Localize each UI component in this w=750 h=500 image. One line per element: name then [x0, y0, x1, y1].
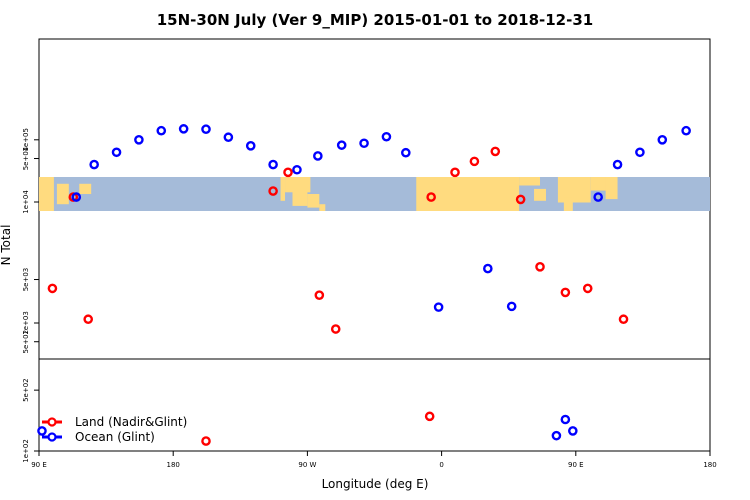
ocean-point-15: [381, 131, 392, 142]
plot-area: [38, 38, 711, 452]
land-point-7: [330, 324, 341, 334]
map-land-2-2: [292, 190, 308, 206]
ocean-point-0: [37, 426, 47, 436]
y-tick-label-middle-1: 1e+03: [22, 311, 30, 335]
ocean-point-24: [612, 159, 623, 170]
map-land-0-1: [56, 183, 69, 205]
chart-title: 15N-30N July (Ver 9_MIP) 2015-01-01 to 2…: [157, 11, 593, 29]
ocean-point-11: [292, 164, 302, 175]
map-land-4-1: [534, 188, 546, 201]
legend-ocean-marker: [47, 432, 57, 442]
land-point-4: [268, 186, 278, 196]
x-tick-label-2: 90 W: [298, 461, 316, 469]
map-land-1-0: [79, 183, 92, 194]
ocean-point-9: [245, 141, 256, 151]
ocean-point-27: [681, 125, 691, 136]
legend-land-label: Land (Nadir&Glint): [75, 415, 187, 429]
land-point-3: [201, 436, 211, 446]
y-tick-label-middle-2: 5e+03: [22, 268, 30, 292]
ocean-point-18: [483, 263, 493, 274]
legend-land-marker: [47, 417, 57, 427]
ocean-point-10: [268, 159, 278, 170]
axis-ticks: 90 E 180 90 W 0 90 E 1801e+045e+041e+055e+021…: [22, 128, 717, 469]
y-tick-label-lower-1: 5e+02: [22, 378, 30, 402]
land-point-17: [618, 314, 629, 325]
ocean-point-20: [551, 430, 562, 441]
legend-ocean-label: Ocean (Glint): [75, 430, 155, 444]
land-point-14: [535, 262, 545, 272]
land-point-0: [47, 283, 58, 294]
land-point-16: [582, 283, 593, 294]
ocean-point-26: [657, 134, 668, 145]
ocean-point-7: [201, 124, 211, 135]
map-land-4-5: [605, 177, 618, 200]
x-tick-label-4: 90 E: [568, 461, 584, 469]
land-point-10: [450, 167, 460, 178]
map-land-4-0: [519, 177, 541, 186]
ocean-point-19: [506, 301, 517, 312]
map-land-4-3: [563, 197, 573, 211]
land-point-9: [426, 192, 436, 202]
ocean-point-4: [134, 134, 144, 145]
ocean-point-17: [433, 302, 444, 312]
land-point-12: [490, 146, 501, 157]
ocean-point-12: [313, 151, 323, 161]
y-tick-label-lower-0: 1e+02: [22, 439, 30, 463]
ocean-point-6: [178, 124, 189, 134]
ocean-point-14: [359, 138, 369, 149]
x-tick-label-5: 180: [703, 461, 716, 469]
land-point-2: [83, 314, 94, 325]
y-tick-label-upper-0: 1e+04: [22, 190, 30, 214]
ocean-point-16: [401, 147, 411, 158]
x-tick-label-1: 180: [167, 461, 180, 469]
map-land-2-0: [280, 177, 286, 201]
x-axis-label: Longitude (deg E): [322, 477, 429, 491]
world-map-band: [39, 177, 710, 211]
ocean-point-1: [71, 192, 82, 202]
ocean-point-2: [89, 159, 99, 170]
x-tick-label-3: 0: [439, 461, 443, 469]
land-point-15: [560, 287, 571, 298]
map-land-0-0: [39, 177, 54, 211]
ocean-point-5: [156, 125, 167, 136]
land-point-6: [314, 290, 325, 300]
data-points: [37, 124, 691, 446]
ocean-point-3: [111, 147, 122, 158]
ocean-point-22: [568, 426, 578, 436]
land-point-8: [424, 411, 435, 422]
map-land-4-2: [557, 177, 591, 203]
ocean-point-8: [223, 132, 234, 143]
y-axis-label: N Total: [0, 225, 13, 266]
y-tick-label-upper-1: 5e+04: [22, 146, 30, 170]
land-point-5: [283, 167, 293, 178]
ocean-point-25: [635, 147, 645, 158]
y-tick-label-upper-2: 1e+05: [22, 128, 30, 152]
ocean-point-13: [336, 140, 347, 150]
legend: Land (Nadir&Glint) Ocean (Glint): [42, 415, 187, 444]
map-land-2-4: [319, 204, 326, 211]
x-tick-label-0: 90 E: [31, 461, 47, 469]
land-point-11: [469, 156, 480, 167]
map-land-2-1: [285, 177, 311, 193]
land-point-13: [515, 194, 526, 205]
ocean-point-21: [560, 414, 571, 425]
plot-frame: [38, 38, 711, 452]
y-tick-label-middle-0: 5e+02: [22, 330, 30, 354]
ocean-point-23: [593, 192, 603, 202]
map-land-2-3: [307, 194, 320, 208]
